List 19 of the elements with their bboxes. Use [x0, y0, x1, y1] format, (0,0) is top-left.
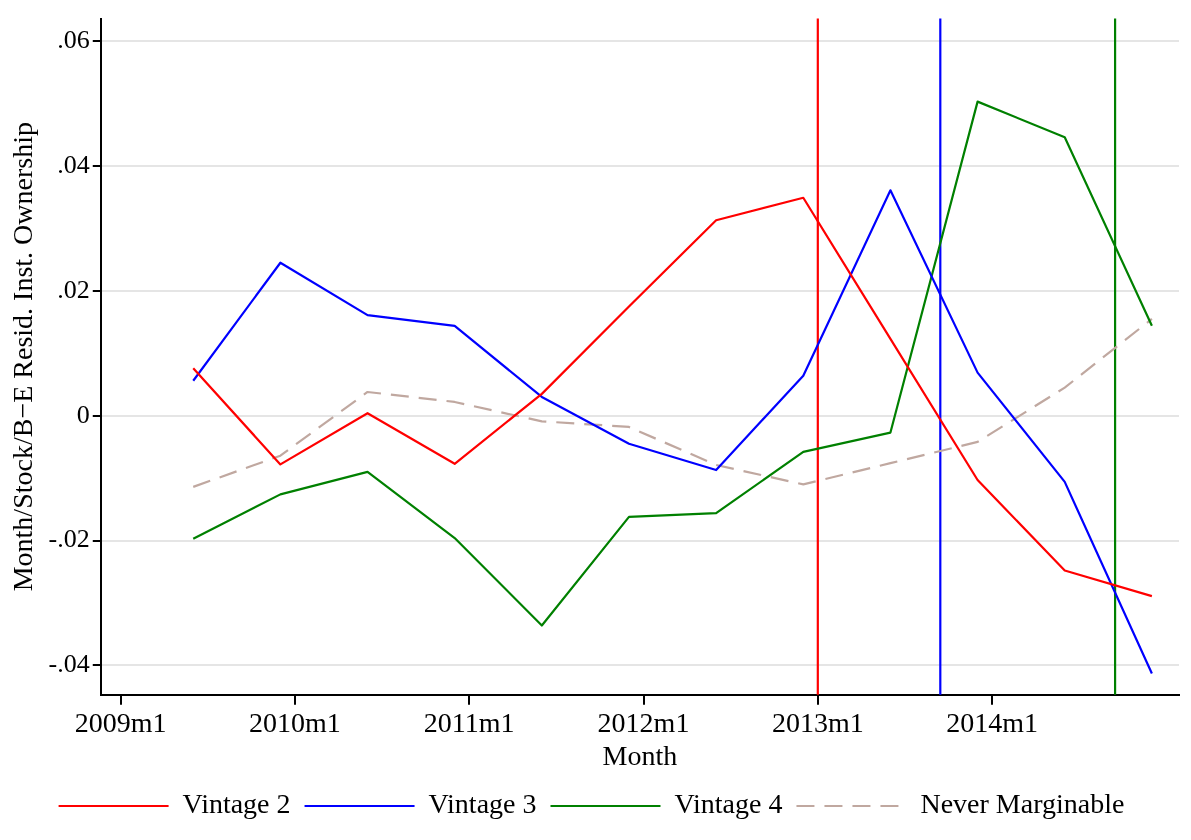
line-series [192, 317, 1153, 488]
x-axis-title: Month [602, 739, 678, 771]
legend-label: Vintage 4 [674, 788, 783, 820]
x-tick-label: 2009m1 [74, 706, 167, 738]
x-tick-label: 2014m1 [946, 706, 1038, 738]
y-tick-label: .02 [57, 274, 90, 304]
legend-label: Never Marginable [920, 788, 1125, 820]
legend-label: Vintage 3 [428, 788, 537, 820]
legend-label: Vintage 2 [182, 788, 291, 820]
x-tick-label: 2010m1 [249, 706, 341, 738]
x-tick-label: 2012m1 [597, 706, 690, 738]
x-tick-label: 2013m1 [771, 706, 864, 738]
y-axis-title: Month/Stock/B−E Resid. Inst. Ownership [7, 122, 39, 592]
y-tick-label: .04 [57, 149, 90, 179]
x-tick-label: 2011m1 [423, 706, 515, 738]
y-tick-label: 0 [76, 399, 90, 429]
y-tick-label: -.04 [48, 649, 90, 679]
y-tick-label: .06 [57, 24, 90, 54]
y-tick-label: -.02 [48, 524, 90, 554]
